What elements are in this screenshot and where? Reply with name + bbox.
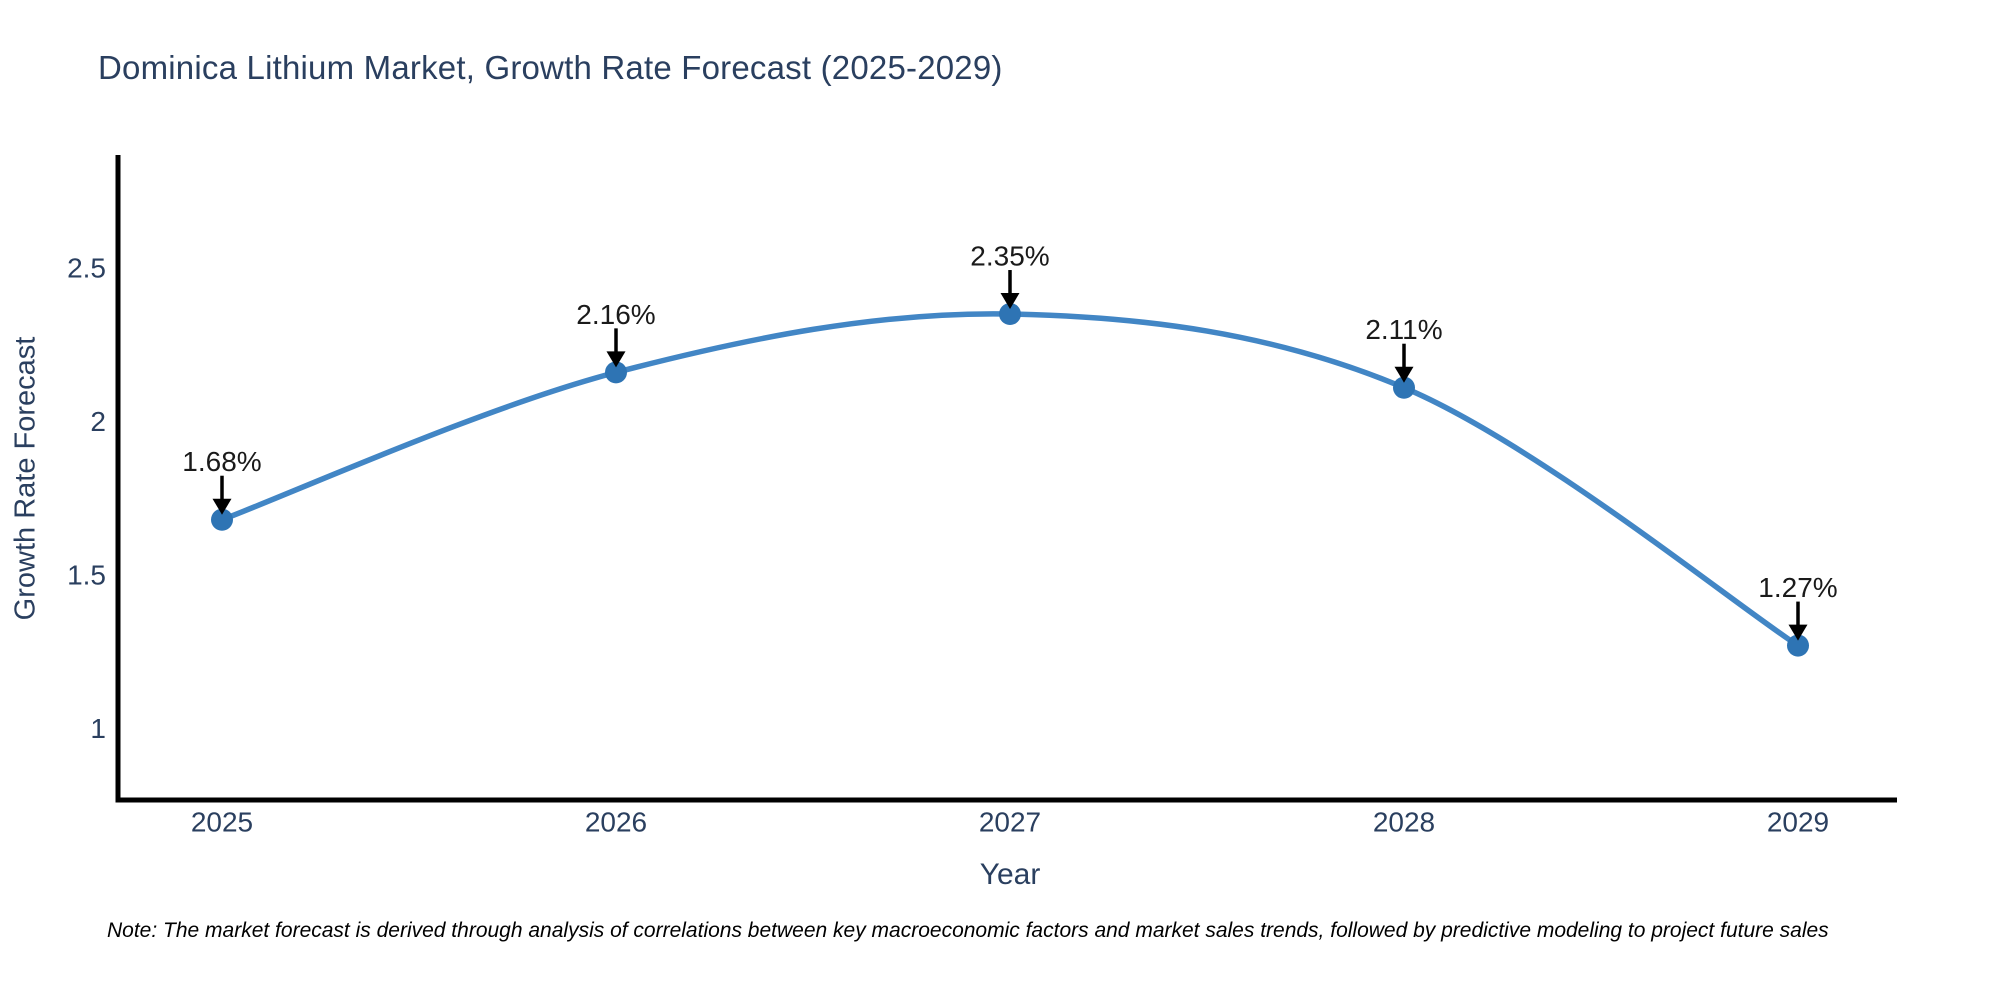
annotation-arrowhead [1788, 624, 1808, 641]
data-point-2027 [999, 303, 1021, 326]
annotation-arrowhead [212, 498, 232, 515]
x-tick-label: 2025 [191, 807, 253, 838]
x-tick-label: 2026 [585, 807, 647, 838]
chart-title: Dominica Lithium Market, Growth Rate For… [98, 49, 1003, 86]
x-axis-title: Year [979, 858, 1041, 891]
annotation-value-label: 1.27% [1758, 572, 1837, 603]
annotation-value-label: 2.11% [1365, 314, 1442, 345]
data-point-2025 [211, 508, 233, 531]
y-tick-label: 1.5 [67, 559, 106, 590]
y-tick-label: 2 [90, 406, 106, 437]
data-point-2028 [1393, 376, 1415, 399]
forecast-line [219, 311, 1801, 649]
annotation-value-label: 2.16% [576, 299, 655, 330]
x-tick-label: 2029 [1767, 807, 1829, 838]
y-tick-label: 1 [90, 713, 106, 744]
annotation-arrowhead [606, 351, 626, 368]
annotation-arrowhead [1394, 366, 1414, 383]
x-tick-label: 2028 [1373, 807, 1435, 838]
x-tick-label: 2027 [979, 807, 1041, 838]
annotation-arrowhead [1000, 293, 1020, 310]
annotation-value-label: 2.35% [970, 241, 1049, 272]
data-point-2026 [605, 361, 627, 384]
footnote: Note: The market forecast is derived thr… [107, 919, 1829, 942]
y-tick-label: 2.5 [67, 252, 106, 283]
annotation-value-label: 1.68% [182, 446, 261, 477]
data-point-2029 [1787, 634, 1809, 657]
